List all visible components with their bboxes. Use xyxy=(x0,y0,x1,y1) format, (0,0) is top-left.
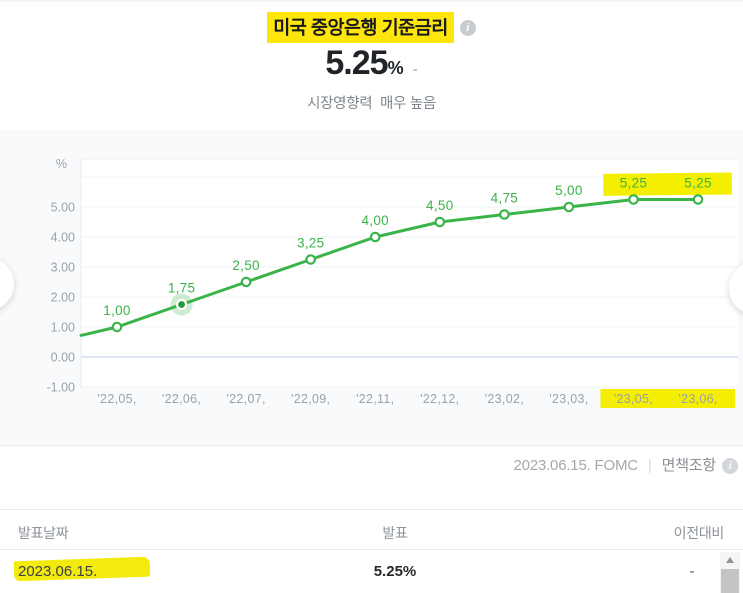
x-axis-label: '22,06, xyxy=(162,392,201,406)
footer-divider: | xyxy=(647,457,652,474)
label-highlight xyxy=(603,172,732,196)
x-axis-label: '23,02, xyxy=(485,392,524,406)
table-header-divider xyxy=(0,549,743,550)
data-point[interactable] xyxy=(563,201,575,213)
y-axis-label: 0.00 xyxy=(51,351,75,365)
y-axis-unit: % xyxy=(56,157,67,171)
table-cell-date: 2023.06.15. xyxy=(18,563,98,580)
market-impact: 시장영향력 매우 높음 xyxy=(0,92,743,113)
data-label: 1,00 xyxy=(103,303,130,318)
page-title: 미국 중앙은행 기준금리 xyxy=(267,12,454,43)
data-point[interactable] xyxy=(240,276,252,288)
x-axis-label: '23,03, xyxy=(549,392,588,406)
table-scrollbar[interactable] xyxy=(720,552,740,593)
x-axis-label: '22,11, xyxy=(356,392,394,406)
data-label: 4,50 xyxy=(426,198,453,213)
event-date: 2023.06.15. FOMC xyxy=(513,457,639,474)
disclaimer-info-icon[interactable]: i xyxy=(722,458,738,475)
rate-chart-svg: % 5.00 4.00 3.00 2.00 1.00 0.00 -1.00 1,00 1,75 2,… xyxy=(47,157,738,408)
data-point[interactable] xyxy=(499,209,510,220)
column-header-vs-previous: 이전대비 xyxy=(673,525,725,541)
y-axis-label: -1.00 xyxy=(47,381,76,395)
data-label: 2,50 xyxy=(232,258,259,273)
data-label: 4,00 xyxy=(361,213,388,228)
header: 미국 중앙은행 기준금리 i xyxy=(0,12,743,43)
data-point[interactable] xyxy=(111,321,123,333)
x-axis-label: '22,09, xyxy=(291,392,330,406)
data-label: 3,25 xyxy=(297,236,324,251)
data-label: 1,75 xyxy=(168,281,195,296)
market-impact-label: 시장영향력 xyxy=(307,96,373,112)
plot-area xyxy=(81,159,738,387)
data-label: 5,25 xyxy=(620,176,647,191)
rate-change: - xyxy=(412,61,418,78)
y-axis-label: 1.00 xyxy=(51,321,75,335)
x-axis-label: '23,06, xyxy=(678,392,717,406)
y-axis-label: 3.00 xyxy=(51,261,75,275)
table-cell-vs-previous: - xyxy=(689,563,695,580)
x-axis-label: '22,05, xyxy=(97,392,136,406)
data-point[interactable] xyxy=(628,194,639,205)
data-point-selected[interactable] xyxy=(178,301,185,308)
table-cell-announced: 5.25% xyxy=(373,563,417,580)
data-label: 5,25 xyxy=(684,176,711,191)
data-label: 4,75 xyxy=(491,191,518,206)
x-label-highlight xyxy=(600,389,736,408)
scroll-up-icon xyxy=(726,557,734,563)
data-point[interactable] xyxy=(692,194,704,205)
x-axis-label: '23,05, xyxy=(614,392,653,406)
y-axis-label: 2.00 xyxy=(51,291,75,305)
data-label: 5,00 xyxy=(555,183,582,198)
carousel-next-button[interactable]: › xyxy=(729,261,743,315)
data-point[interactable] xyxy=(434,216,446,228)
scroll-up-button[interactable] xyxy=(720,552,740,568)
data-point[interactable] xyxy=(305,254,316,265)
market-impact-value: 매우 높음 xyxy=(380,96,436,112)
scrollbar-thumb[interactable] xyxy=(721,569,739,593)
chart-footer: 2023.06.15. FOMC | 면책조항 i xyxy=(514,454,738,475)
announcement-table: 발표날짜 발표 이전대비 2023.06.15. 5.25% - xyxy=(0,509,743,593)
top-divider xyxy=(0,0,743,2)
column-header-announced: 발표 xyxy=(382,525,408,541)
rate-chart: % 5.00 4.00 3.00 2.00 1.00 0.00 -1.00 1,00 1,75 2,… xyxy=(0,130,743,446)
data-point[interactable] xyxy=(369,231,381,243)
y-axis-label: 5.00 xyxy=(51,201,75,215)
y-axis-label: 4.00 xyxy=(51,231,75,245)
x-axis-label: '22,07, xyxy=(226,392,265,406)
column-header-date: 발표날짜 xyxy=(18,525,69,541)
x-axis-label: '22,12, xyxy=(420,392,459,406)
rate-unit: % xyxy=(387,58,404,78)
rate-value: 5.25 xyxy=(325,44,388,82)
disclaimer-link[interactable]: 면책조항 xyxy=(661,457,717,474)
current-rate: 5.25% - xyxy=(0,44,743,83)
info-icon[interactable]: i xyxy=(459,19,476,36)
